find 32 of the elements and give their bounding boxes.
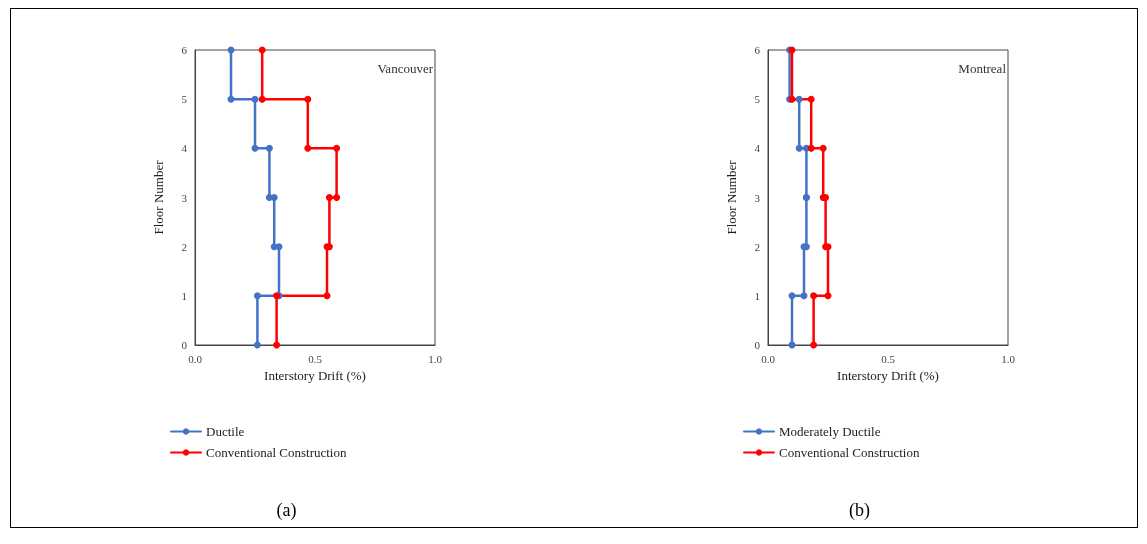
y-tick-label: 3 [181,191,188,204]
x-tick-label: 1.0 [1001,352,1016,365]
legend-label: Conventional Construction [779,445,920,460]
x-tick-label: 0.0 [188,352,203,365]
y-tick-label: 0 [754,339,761,351]
y-tick-label: 4 [754,142,761,155]
x-axis-title: Interstory Drift (%) [837,368,939,383]
y-axis-title: Floor Number [724,159,739,235]
annotation: Montreal [958,61,1007,76]
y-tick-label: 1 [754,289,760,302]
x-tick-label: 0.5 [881,352,896,365]
text: (a) [276,500,297,521]
y-tick-label: 6 [181,44,188,56]
y-tick-label: 1 [181,289,187,302]
x-tick-label: 0.5 [308,352,323,365]
x-tick-label: 1.0 [428,352,443,365]
x-tick-label: 0.0 [761,352,776,365]
y-tick-label: 5 [181,93,188,106]
y-tick-label: 2 [754,240,760,253]
annotation: Vancouver [377,61,434,76]
text: (b) [849,500,870,521]
x-axis-title: Interstory Drift (%) [264,368,366,383]
y-tick-label: 2 [181,240,187,253]
legend-label: Conventional Construction [206,445,347,460]
y-tick-label: 4 [181,142,188,155]
y-tick-label: 5 [754,93,761,106]
y-tick-label: 6 [754,44,761,56]
y-axis-title: Floor Number [151,159,166,235]
y-tick-label: 0 [181,339,188,351]
legend-label: Moderately Ductile [779,424,881,439]
legend-label: Ductile [206,424,245,439]
y-tick-label: 3 [754,191,761,204]
